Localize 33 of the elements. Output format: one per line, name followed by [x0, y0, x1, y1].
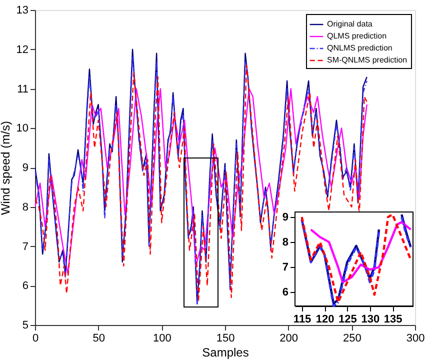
x-tick-label: 135 [384, 314, 402, 326]
y-tick-label: 8 [22, 201, 28, 214]
x-tick-label: 130 [361, 314, 380, 326]
y-tick-label: 11 [17, 83, 28, 96]
y-tick-label: 9 [282, 212, 288, 224]
x-tick-label: 100 [152, 332, 172, 344]
x-tick-label: 120 [316, 314, 334, 326]
legend-label: Original data [327, 20, 373, 28]
legend-label: SM-QNLMS prediction [327, 56, 408, 64]
legend-label: QNLMS prediction [327, 44, 392, 52]
y-tick-label: 9 [22, 162, 28, 174]
x-tick-label: 200 [280, 332, 298, 344]
y-tick-label: 10 [16, 122, 28, 135]
y-tick-label: 8 [282, 236, 288, 249]
y-tick-label: 7 [22, 240, 28, 253]
x-tick-label: 300 [406, 332, 425, 344]
x-tick-label: 50 [92, 332, 105, 344]
y-tick-label: 7 [282, 262, 288, 274]
x-tick-label: 0 [32, 332, 39, 344]
x-axis-title: Samples [202, 346, 249, 360]
y-tick-label: 13 [16, 4, 28, 16]
line-series [310, 220, 412, 284]
y-tick-label: 5 [22, 320, 28, 332]
y-axis-title: Wind speed (m/s) [0, 120, 12, 216]
y-tick-label: 6 [282, 286, 288, 299]
x-tick-label: 150 [216, 332, 235, 344]
y-tick-label: 12 [16, 44, 28, 56]
legend-label: QLMS prediction [327, 32, 387, 40]
x-tick-label: 115 [293, 314, 312, 326]
line-series [35, 88, 368, 274]
x-tick-label: 125 [338, 314, 357, 326]
x-tick-label: 250 [342, 332, 362, 344]
y-tick-label: 6 [22, 280, 28, 292]
